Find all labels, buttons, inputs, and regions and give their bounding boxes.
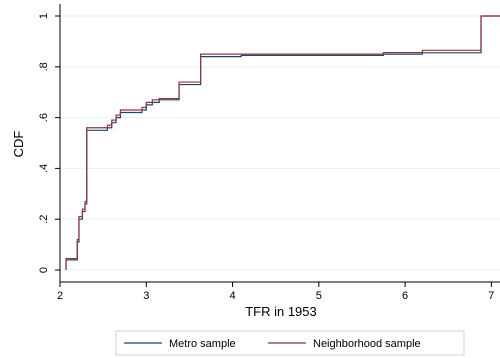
y-axis-title: CDF [11, 131, 26, 158]
gridlines [60, 15, 500, 271]
x-tick-label: 6 [402, 290, 408, 302]
y-tick-label: .8 [38, 62, 50, 71]
y-tick-label: 1 [38, 13, 50, 19]
legend-box [115, 330, 465, 356]
y-tick-label: 0 [38, 267, 50, 273]
x-tick-label: 7 [488, 290, 494, 302]
legend: Metro sample Neighborhood sample [115, 330, 465, 356]
x-tick-label: 5 [316, 290, 322, 302]
y-tick-label: .2 [38, 215, 50, 224]
legend-label: Metro sample [169, 338, 236, 350]
y-tick-label: .4 [38, 164, 50, 173]
x-tick-label: 2 [57, 290, 63, 302]
x-tick-label: 4 [229, 290, 235, 302]
legend-label: Neighborhood sample [313, 338, 421, 350]
series-line-neighborhood [65, 15, 500, 270]
axes: 0 .2 .4 .6 .8 1 2 3 4 5 6 7 [38, 4, 500, 302]
x-axis-title: TFR in 1953 [245, 304, 317, 319]
x-tick-label: 3 [143, 290, 149, 302]
y-tick-label: .6 [38, 113, 50, 122]
series-lines [65, 15, 500, 270]
